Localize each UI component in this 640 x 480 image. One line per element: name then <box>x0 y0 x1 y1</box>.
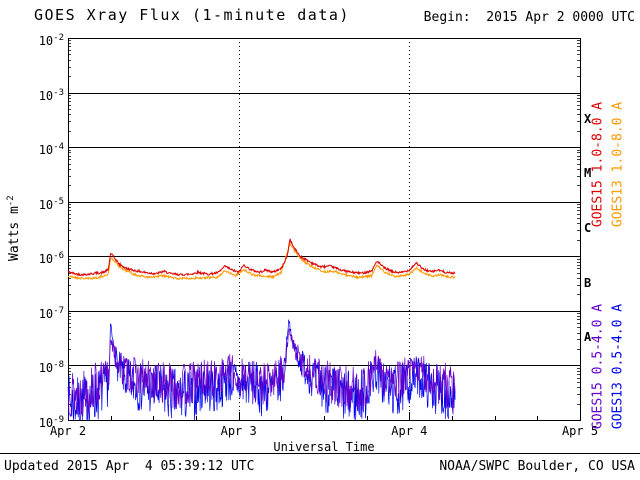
y-tick-label: 10-5 <box>38 196 64 212</box>
flare-class-x: X <box>584 111 592 126</box>
trace-goes13-0-5-4-0-a <box>68 319 456 421</box>
y-tick-label: 10-4 <box>38 142 64 158</box>
trace-goes15-1-0-8-0-a <box>67 238 456 277</box>
legend-goes15-1-0-8-0-a: GOES15 1.0-8.0 A <box>590 101 606 228</box>
begin-timestamp: Begin: 2015 Apr 2 0000 UTC <box>423 10 635 25</box>
updated-timestamp: Updated 2015 Apr 4 05:39:12 UTC <box>4 459 255 474</box>
y-axis-tick-labels: 10-2 10-3 10-4 10-5 10-6 10-7 10-8 10-9 <box>20 0 64 480</box>
trace-goes15-0-5-4-0-a <box>67 328 456 418</box>
legend-goes15-0-5-4-0-a: GOES15 0.5-4.0 A <box>590 303 606 430</box>
plot-frame <box>68 38 581 421</box>
y-tick-label: 10-2 <box>38 33 64 48</box>
flare-class-a: A <box>584 330 592 345</box>
legend-goes13-1-0-8-0-a: GOES13 1.0-8.0 A <box>610 101 626 228</box>
x-tick-label: Apr 5 <box>561 424 599 438</box>
chart-title: GOES Xray Flux (1-minute data) <box>34 6 350 24</box>
trace-goes13-1-0-8-0-a <box>67 242 456 281</box>
footer-divider <box>0 453 640 454</box>
y-tick-label: 10-9 <box>38 415 64 430</box>
legend-goes13-0-5-4-0-a: GOES13 0.5-4.0 A <box>610 303 626 430</box>
x-tick-label: Apr 3 <box>220 424 257 438</box>
y-tick-label: 10-3 <box>38 87 64 103</box>
x-tick-label: Apr 2 <box>49 424 87 438</box>
y-tick-label: 10-7 <box>38 305 64 321</box>
flare-class-c: C <box>584 221 592 235</box>
y-tick-label: 10-6 <box>38 251 64 267</box>
x-tick-label: Apr 4 <box>391 424 428 438</box>
flare-class-m: M <box>584 166 592 181</box>
y-tick-label: 10-8 <box>38 360 64 376</box>
flare-class-b: B <box>584 275 592 290</box>
x-axis-title: Universal Time <box>273 440 375 454</box>
credit-text: NOAA/SWPC Boulder, CO USA <box>439 459 635 474</box>
